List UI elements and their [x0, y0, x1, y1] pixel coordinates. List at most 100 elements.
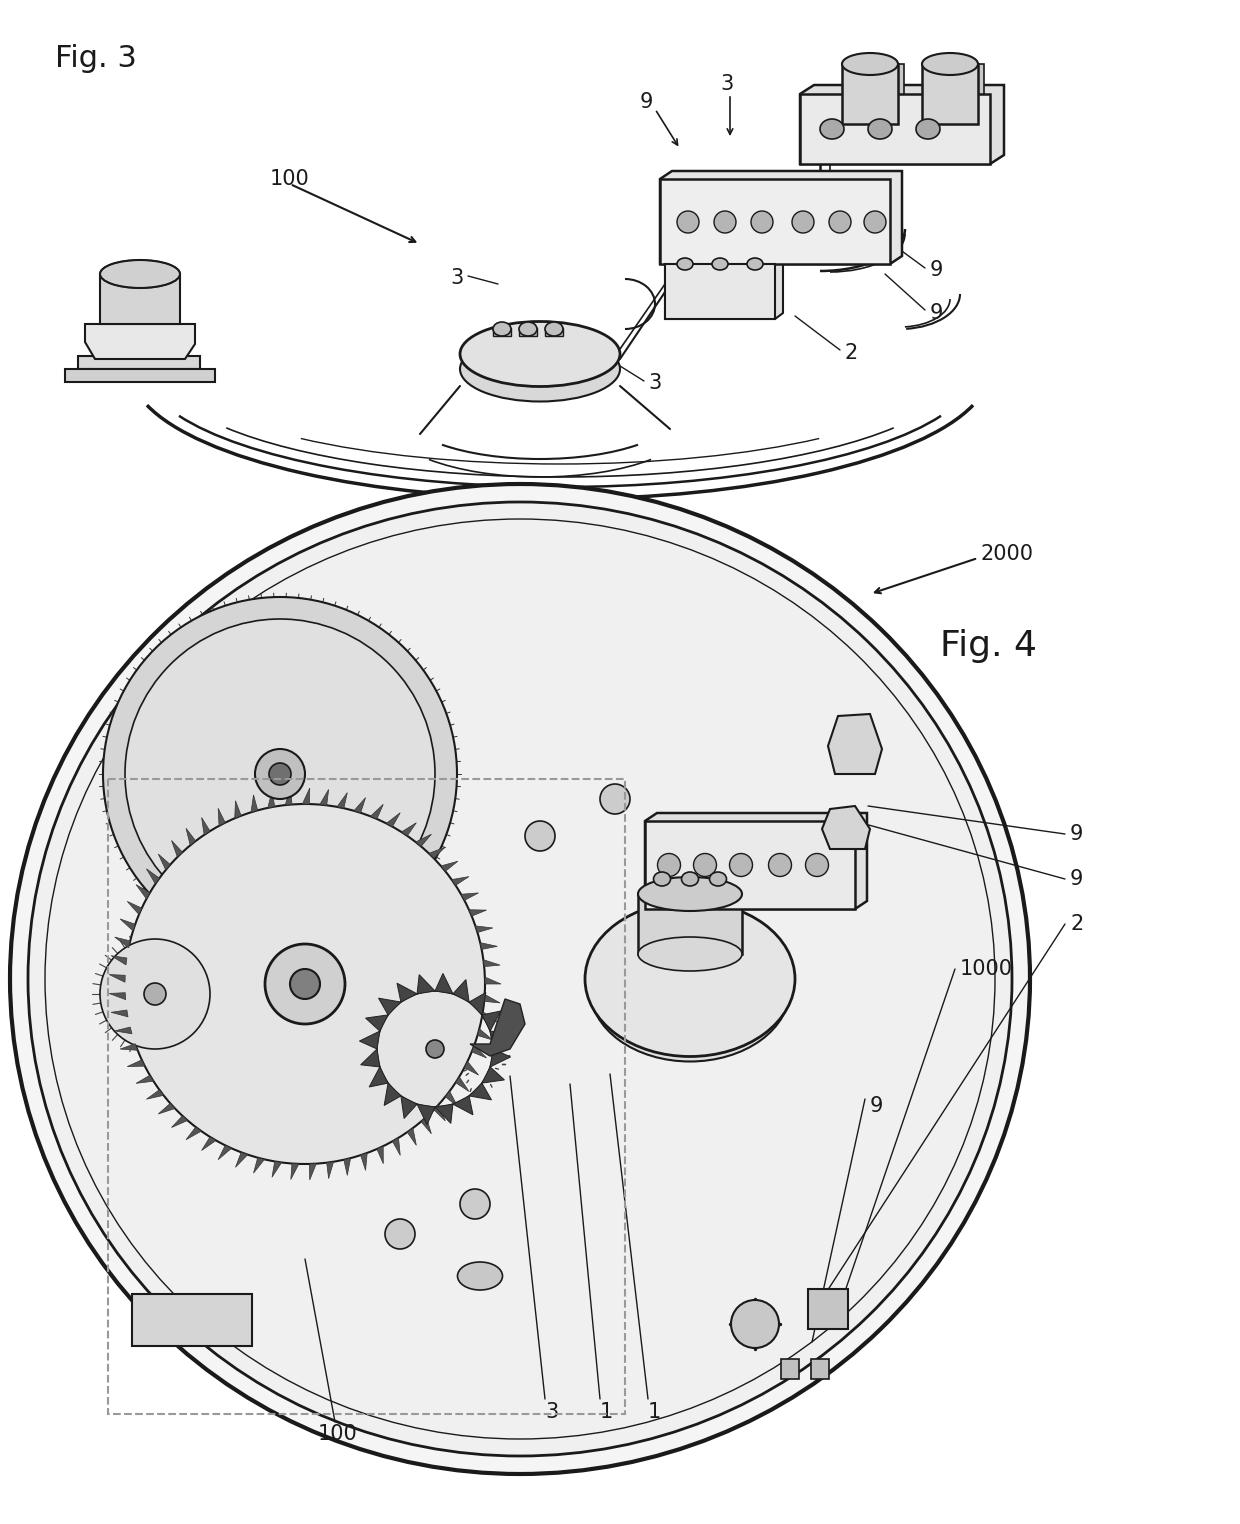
Ellipse shape — [460, 1189, 490, 1219]
Ellipse shape — [546, 322, 563, 335]
Ellipse shape — [100, 939, 210, 1049]
Polygon shape — [112, 1010, 128, 1017]
Polygon shape — [377, 1146, 383, 1164]
Polygon shape — [490, 1049, 511, 1067]
Text: 9: 9 — [870, 1096, 883, 1116]
Polygon shape — [343, 1158, 351, 1175]
Polygon shape — [109, 974, 125, 983]
Text: 1: 1 — [529, 354, 543, 373]
Text: 3: 3 — [450, 268, 464, 288]
Polygon shape — [114, 937, 130, 948]
Text: 2: 2 — [1070, 914, 1084, 934]
Polygon shape — [109, 992, 125, 1000]
Polygon shape — [465, 1061, 479, 1074]
Ellipse shape — [830, 210, 851, 233]
Polygon shape — [485, 977, 501, 985]
Polygon shape — [131, 1294, 252, 1346]
Text: 9: 9 — [930, 303, 944, 323]
Polygon shape — [86, 325, 195, 360]
Polygon shape — [114, 1027, 131, 1033]
Polygon shape — [371, 805, 383, 818]
Polygon shape — [469, 910, 486, 916]
Polygon shape — [475, 927, 492, 933]
Ellipse shape — [751, 210, 773, 233]
Text: 3: 3 — [546, 1402, 558, 1422]
Polygon shape — [384, 1084, 401, 1105]
Polygon shape — [234, 800, 241, 818]
Polygon shape — [78, 357, 200, 369]
Polygon shape — [429, 847, 445, 858]
Ellipse shape — [677, 258, 693, 270]
Polygon shape — [639, 895, 742, 954]
Polygon shape — [520, 328, 537, 335]
Text: 9: 9 — [930, 261, 944, 280]
Ellipse shape — [460, 322, 620, 387]
Text: 3: 3 — [720, 75, 733, 94]
Ellipse shape — [290, 969, 320, 1000]
Polygon shape — [482, 1067, 505, 1084]
Polygon shape — [401, 1096, 417, 1119]
Ellipse shape — [653, 872, 671, 885]
Ellipse shape — [144, 983, 166, 1004]
Polygon shape — [337, 792, 347, 808]
Polygon shape — [481, 1012, 497, 1021]
Polygon shape — [159, 1103, 175, 1114]
Text: 3: 3 — [649, 373, 661, 393]
Polygon shape — [128, 1059, 145, 1067]
Text: 9: 9 — [1070, 824, 1084, 844]
Polygon shape — [378, 998, 401, 1015]
Polygon shape — [435, 1105, 453, 1123]
Polygon shape — [665, 258, 782, 319]
Ellipse shape — [427, 1039, 444, 1058]
Text: 2: 2 — [844, 343, 858, 363]
Polygon shape — [202, 817, 210, 835]
Text: 1000: 1000 — [960, 959, 1013, 978]
Ellipse shape — [600, 783, 630, 814]
Polygon shape — [285, 788, 291, 805]
Polygon shape — [434, 1105, 445, 1122]
Polygon shape — [250, 796, 258, 812]
Polygon shape — [453, 980, 469, 1003]
Ellipse shape — [732, 1300, 779, 1349]
Polygon shape — [482, 1010, 501, 1032]
Ellipse shape — [525, 821, 556, 850]
Ellipse shape — [10, 485, 1030, 1474]
Polygon shape — [470, 1000, 525, 1056]
Polygon shape — [471, 1045, 486, 1058]
Ellipse shape — [255, 748, 305, 799]
Polygon shape — [660, 171, 901, 264]
Polygon shape — [800, 85, 1004, 165]
Ellipse shape — [315, 1129, 345, 1158]
Ellipse shape — [842, 53, 898, 75]
Polygon shape — [397, 983, 417, 1003]
Polygon shape — [366, 1015, 388, 1032]
Polygon shape — [407, 1128, 417, 1146]
Polygon shape — [272, 1161, 281, 1177]
Ellipse shape — [714, 210, 737, 233]
Polygon shape — [253, 1158, 264, 1173]
Text: 2000: 2000 — [980, 544, 1033, 564]
Polygon shape — [171, 1116, 187, 1128]
Ellipse shape — [709, 872, 727, 885]
Ellipse shape — [712, 258, 728, 270]
Ellipse shape — [677, 210, 699, 233]
Ellipse shape — [100, 261, 180, 288]
Ellipse shape — [864, 210, 887, 233]
Polygon shape — [146, 1090, 164, 1099]
Polygon shape — [100, 274, 180, 325]
Polygon shape — [159, 853, 170, 870]
Ellipse shape — [125, 619, 435, 930]
Polygon shape — [842, 64, 904, 123]
Text: 9: 9 — [640, 91, 653, 111]
Ellipse shape — [639, 876, 742, 911]
Ellipse shape — [746, 258, 763, 270]
Ellipse shape — [585, 902, 795, 1056]
Polygon shape — [186, 1128, 201, 1140]
Polygon shape — [461, 893, 479, 901]
Ellipse shape — [590, 916, 790, 1062]
Polygon shape — [417, 1105, 435, 1125]
Polygon shape — [811, 1359, 830, 1379]
Polygon shape — [494, 328, 511, 335]
Polygon shape — [236, 1152, 248, 1167]
Polygon shape — [546, 328, 563, 335]
